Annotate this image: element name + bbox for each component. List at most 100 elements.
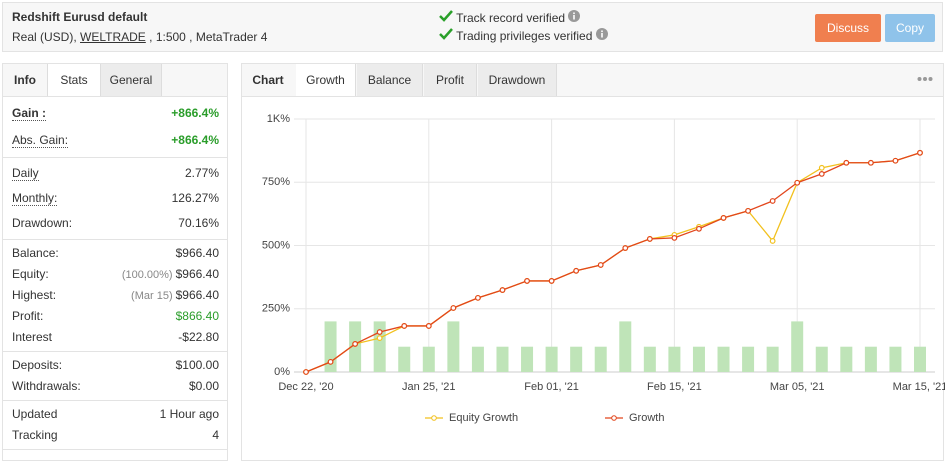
bar (914, 346, 926, 372)
bar (791, 321, 804, 372)
legend-label: Equity Growth (449, 412, 518, 424)
stats-row: Gain : +866.4% (3, 100, 227, 127)
bar (692, 346, 705, 372)
bar (668, 346, 681, 372)
info-icon[interactable] (595, 28, 608, 40)
stat-value: +866.4% (171, 106, 219, 120)
stat-label: Highest: (12, 288, 57, 302)
stat-label: Interest (12, 330, 53, 344)
stats-group: Balance: $966.40 Equity: (100.00%) $966.40 Hi… (3, 240, 227, 352)
tab-group-label: Chart (242, 64, 294, 96)
stat-value: +866.4% (171, 133, 219, 147)
marker (769, 238, 776, 244)
account-subtitle: Real (USD), WELTRADE , 1:500 , MetaTrade… (12, 30, 267, 44)
y-tick-label: 250% (262, 303, 290, 315)
tab[interactable]: Drawdown (478, 64, 557, 96)
stats-row: Daily 2.77% (3, 161, 227, 186)
bar (864, 346, 877, 372)
marker (475, 294, 481, 301)
stat-label: Equity: (12, 267, 49, 281)
stat-value-wrap: 70.16% (178, 211, 219, 236)
marker (892, 157, 899, 164)
info-icon[interactable] (568, 10, 581, 22)
y-tick-label: 500% (262, 239, 290, 251)
stat-value-wrap: 2.77% (185, 161, 219, 186)
tab[interactable]: Stats (48, 64, 101, 96)
line (305, 152, 921, 373)
stat-label: Monthly: (12, 191, 58, 206)
chart-panel: Chart Growth Balance Profit Drawdown (241, 63, 944, 461)
bar (766, 346, 779, 372)
stats-row: Tracking 4 (3, 425, 227, 446)
y-tick-label: 1K% (267, 113, 290, 125)
stat-value-wrap: (100.00%) $966.40 (122, 264, 219, 285)
broker-link[interactable]: WELTRADE (80, 30, 146, 44)
marker (401, 323, 408, 329)
stat-label: Tracking (12, 428, 58, 442)
stats-row: Highest: (Mar 15) $966.40 (3, 285, 227, 306)
stats-row: Updated 1 Hour ago (3, 404, 227, 425)
verified-text: Track record verified (456, 11, 566, 25)
tab[interactable]: Balance (357, 64, 423, 96)
stats-panel: Info Stats General Gain : +866.4% Abs. Gai… (2, 63, 228, 461)
discuss-button[interactable]: Discuss (815, 14, 881, 42)
x-tick-label: Feb 15, '21 (647, 381, 702, 393)
verified-item: Trading privileges verified (439, 28, 608, 43)
menu-icon[interactable] (917, 76, 933, 82)
copy-button[interactable]: Copy (885, 14, 935, 42)
bar (570, 346, 583, 372)
marker (548, 278, 555, 284)
stats-group: Updated 1 Hour ago Tracking 4 (3, 401, 227, 450)
bar (619, 321, 632, 372)
marker (671, 235, 678, 241)
stat-value-wrap: $966.40 (176, 243, 219, 264)
legend-swatch (431, 415, 437, 421)
stat-value: 1 Hour ago (159, 407, 219, 421)
account-title: Redshift Eurusd default (12, 10, 148, 24)
marker (794, 179, 801, 186)
bar (717, 346, 730, 372)
bar (447, 321, 460, 372)
tab-bar: Info Stats General (3, 64, 227, 97)
stat-value-wrap: (Mar 15) $966.40 (131, 285, 219, 306)
check-icon (439, 28, 453, 40)
stat-value: $966.40 (175, 288, 219, 302)
marker (327, 358, 334, 365)
stat-value: 4 (212, 428, 219, 442)
y-tick-label: 0% (274, 366, 290, 378)
bar (545, 346, 558, 372)
stats-row: Withdrawals: $0.00 (3, 376, 227, 397)
bar (643, 346, 656, 372)
bar (398, 346, 411, 372)
stat-label: Abs. Gain: (12, 133, 69, 148)
marker (524, 278, 530, 284)
stat-value-wrap: 4 (212, 425, 219, 446)
tab[interactable]: Profit (424, 64, 477, 96)
x-tick-label: Mar 15, '21 (893, 381, 945, 393)
legend-swatch (611, 415, 617, 421)
stat-value: $100.00 (175, 358, 219, 372)
marker (843, 159, 850, 166)
stat-label: Profit: (12, 309, 44, 323)
stat-note: (100.00%) (121, 269, 173, 281)
stat-note: (Mar 15) (131, 290, 173, 302)
x-tick-label: Mar 05, '21 (770, 381, 825, 393)
marker (745, 207, 751, 214)
tab[interactable]: Growth (296, 64, 356, 96)
tab[interactable]: General (101, 64, 162, 96)
line (305, 152, 921, 373)
x-tick-label: Feb 01, '21 (524, 381, 579, 393)
bar (521, 346, 534, 372)
marker (450, 305, 457, 311)
bar (742, 346, 755, 372)
bar (840, 346, 853, 372)
stats-group: Gain : +866.4% Abs. Gain: +866.4% (3, 97, 227, 158)
stat-value: $0.00 (188, 379, 219, 393)
marker (720, 215, 727, 221)
stat-value: 126.27% (171, 191, 219, 205)
marker (303, 369, 309, 375)
tab[interactable]: Info (3, 64, 48, 96)
bar (594, 346, 607, 372)
